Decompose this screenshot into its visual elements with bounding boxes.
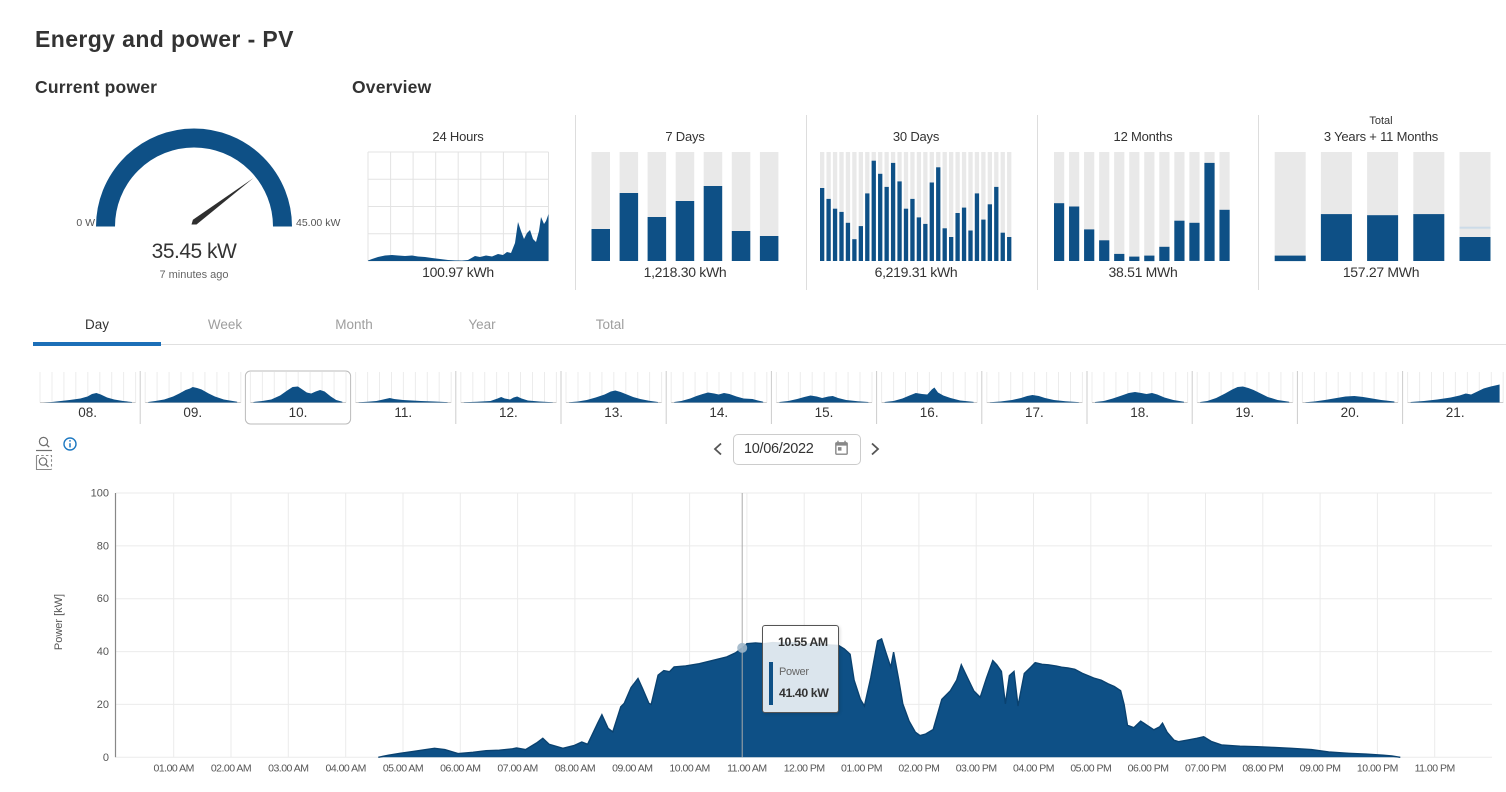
svg-text:3 Years + 11 Months: 3 Years + 11 Months bbox=[1324, 129, 1439, 144]
svg-text:0: 0 bbox=[103, 752, 109, 764]
svg-text:15.: 15. bbox=[815, 405, 834, 420]
svg-text:80: 80 bbox=[97, 540, 109, 552]
svg-text:11.00 AM: 11.00 AM bbox=[727, 762, 767, 774]
svg-text:157.27 MWh: 157.27 MWh bbox=[1343, 264, 1419, 280]
svg-text:03.00 AM: 03.00 AM bbox=[268, 762, 308, 774]
svg-text:10.: 10. bbox=[289, 405, 308, 420]
svg-text:05.00 PM: 05.00 PM bbox=[1070, 762, 1111, 774]
svg-text:21.: 21. bbox=[1446, 405, 1465, 420]
svg-text:04.00 AM: 04.00 AM bbox=[326, 762, 366, 774]
svg-text:03.00 PM: 03.00 PM bbox=[956, 762, 997, 774]
svg-text:06.00 AM: 06.00 AM bbox=[440, 762, 480, 774]
svg-text:7 Days: 7 Days bbox=[665, 129, 705, 144]
svg-text:0 W: 0 W bbox=[76, 217, 95, 229]
svg-text:7 minutes ago: 7 minutes ago bbox=[159, 269, 228, 281]
svg-text:05.00 AM: 05.00 AM bbox=[383, 762, 423, 774]
svg-text:11.00 PM: 11.00 PM bbox=[1415, 762, 1455, 774]
svg-text:08.: 08. bbox=[78, 405, 97, 420]
svg-text:Total: Total bbox=[1369, 115, 1392, 127]
svg-text:24 Hours: 24 Hours bbox=[432, 129, 484, 144]
svg-text:01.00 AM: 01.00 AM bbox=[154, 762, 194, 774]
svg-text:07.00 PM: 07.00 PM bbox=[1185, 762, 1226, 774]
svg-text:38.51 MWh: 38.51 MWh bbox=[1109, 264, 1178, 280]
svg-text:12 Months: 12 Months bbox=[1114, 129, 1174, 144]
svg-text:09.: 09. bbox=[183, 405, 202, 420]
svg-text:Power [kW]: Power [kW] bbox=[53, 594, 65, 650]
svg-text:35.45 kW: 35.45 kW bbox=[152, 240, 237, 263]
svg-text:10.00 PM: 10.00 PM bbox=[1357, 762, 1398, 774]
svg-text:100: 100 bbox=[91, 488, 109, 500]
svg-text:08.00 AM: 08.00 AM bbox=[555, 762, 595, 774]
svg-text:40: 40 bbox=[97, 646, 109, 658]
svg-text:11.: 11. bbox=[394, 405, 412, 420]
svg-text:09.00 AM: 09.00 AM bbox=[612, 762, 652, 774]
svg-text:09.00 PM: 09.00 PM bbox=[1300, 762, 1341, 774]
svg-text:07.00 AM: 07.00 AM bbox=[497, 762, 537, 774]
svg-text:45.00 kW: 45.00 kW bbox=[296, 217, 340, 229]
svg-text:04.00 PM: 04.00 PM bbox=[1013, 762, 1054, 774]
svg-text:6,219.31 kWh: 6,219.31 kWh bbox=[875, 264, 958, 280]
svg-text:02.00 AM: 02.00 AM bbox=[211, 762, 251, 774]
svg-text:12.00 PM: 12.00 PM bbox=[784, 762, 825, 774]
svg-text:100.97 kWh: 100.97 kWh bbox=[422, 264, 494, 280]
svg-text:20: 20 bbox=[97, 699, 109, 711]
svg-text:30 Days: 30 Days bbox=[893, 129, 940, 144]
svg-text:10.00 AM: 10.00 AM bbox=[669, 762, 709, 774]
svg-text:16.: 16. bbox=[920, 405, 939, 420]
svg-text:17.: 17. bbox=[1025, 405, 1044, 420]
svg-text:13.: 13. bbox=[604, 405, 623, 420]
svg-text:12.: 12. bbox=[499, 405, 518, 420]
svg-text:14.: 14. bbox=[709, 405, 728, 420]
svg-text:02.00 PM: 02.00 PM bbox=[898, 762, 939, 774]
svg-text:01.00 PM: 01.00 PM bbox=[841, 762, 882, 774]
svg-text:60: 60 bbox=[97, 593, 109, 605]
svg-text:20.: 20. bbox=[1341, 405, 1360, 420]
svg-text:19.: 19. bbox=[1235, 405, 1254, 420]
svg-text:1,218.30 kWh: 1,218.30 kWh bbox=[644, 264, 727, 280]
svg-text:06.00 PM: 06.00 PM bbox=[1128, 762, 1169, 774]
svg-text:18.: 18. bbox=[1130, 405, 1149, 420]
svg-text:08.00 PM: 08.00 PM bbox=[1242, 762, 1283, 774]
